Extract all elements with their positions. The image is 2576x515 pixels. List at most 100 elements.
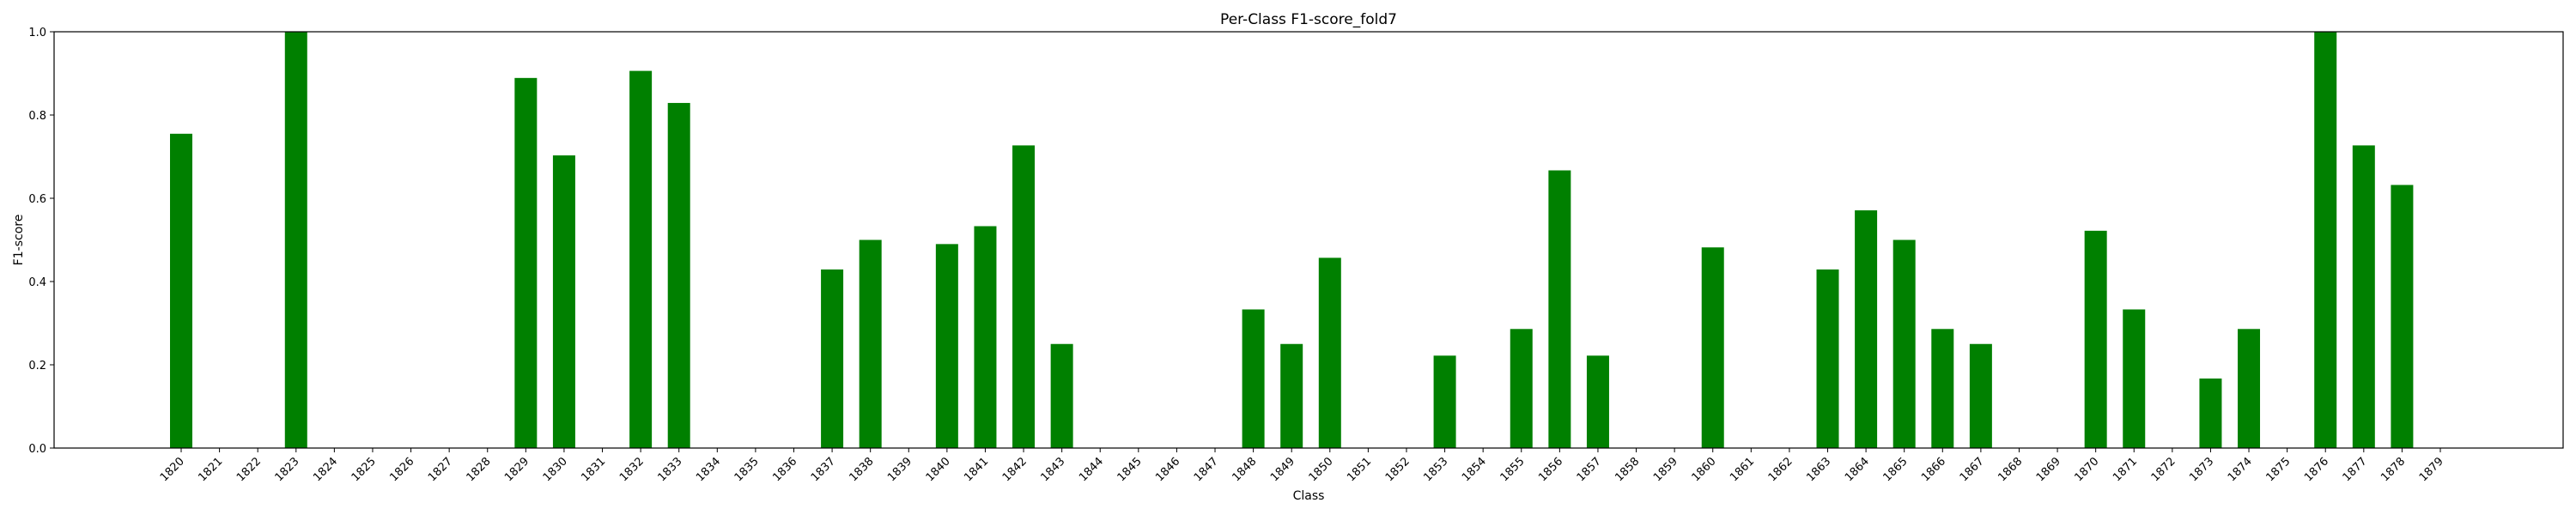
x-tick-label: 1863 — [1804, 455, 1833, 484]
bar-1874 — [2238, 329, 2261, 448]
bar-1823 — [284, 32, 307, 448]
x-tick-label: 1844 — [1077, 455, 1106, 484]
x-tick-label: 1873 — [2187, 455, 2216, 484]
bar-1840 — [935, 244, 958, 448]
x-tick-label: 1834 — [694, 455, 723, 484]
x-tick-label: 1841 — [962, 455, 991, 484]
x-tick-label: 1859 — [1651, 455, 1680, 484]
plot-frame — [53, 31, 2564, 449]
bar-1860 — [1701, 247, 1724, 448]
bar-1841 — [974, 226, 997, 448]
bars-layer — [170, 32, 2414, 449]
bar-1820 — [170, 133, 192, 448]
y-tick-label: 0.0 — [28, 443, 46, 456]
bar-1866 — [1931, 329, 1954, 448]
x-tick-label: 1847 — [1192, 455, 1221, 484]
x-tick-label: 1855 — [1498, 455, 1528, 484]
x-tick-label: 1851 — [1345, 455, 1374, 484]
x-tick-label: 1833 — [656, 455, 685, 484]
x-tick-label: 1831 — [579, 455, 608, 484]
x-tick-label: 1840 — [924, 455, 953, 484]
bar-1855 — [1510, 329, 1533, 448]
bar-1850 — [1318, 258, 1341, 448]
bar-1867 — [1969, 343, 1992, 448]
x-tick-label: 1849 — [1268, 455, 1297, 484]
bar-1873 — [2199, 379, 2222, 448]
x-tick-label: 1877 — [2341, 455, 2370, 484]
x-tick-label: 1829 — [502, 455, 532, 484]
x-tick-label: 1866 — [1919, 455, 1948, 484]
x-tick-label: 1871 — [2111, 455, 2140, 484]
x-tick-label: 1824 — [311, 455, 340, 484]
x-tick-label: 1861 — [1728, 455, 1757, 484]
bar-1833 — [667, 102, 690, 448]
x-tick-label: 1846 — [1153, 455, 1182, 484]
x-tick-label: 1848 — [1230, 455, 1259, 484]
x-tick-label: 1835 — [732, 455, 762, 484]
bar-1848 — [1242, 309, 1265, 448]
y-tick-label: 0.6 — [28, 193, 46, 206]
bar-1842 — [1012, 145, 1036, 448]
bar-1857 — [1586, 355, 1609, 448]
x-tick-label: 1822 — [234, 455, 264, 484]
bar-1877 — [2352, 145, 2375, 448]
bar-1832 — [629, 70, 653, 448]
x-tick-label: 1869 — [2034, 455, 2063, 484]
bar-1856 — [1548, 170, 1571, 448]
x-tick-label: 1858 — [1613, 455, 1642, 484]
x-tick-label: 1876 — [2302, 455, 2331, 484]
x-tick-label: 1870 — [2072, 455, 2101, 484]
bar-1849 — [1280, 343, 1303, 448]
y-tick-label: 0.4 — [28, 276, 46, 289]
x-tick-label: 1860 — [1690, 455, 1719, 484]
bar-1876 — [2314, 32, 2337, 448]
x-axis-label: Class — [1293, 489, 1325, 503]
x-tick-label: 1836 — [770, 455, 799, 484]
bar-1865 — [1893, 239, 1916, 448]
x-tick-label: 1832 — [617, 455, 647, 484]
x-tick-label: 1875 — [2263, 455, 2293, 484]
x-tick-label: 1852 — [1383, 455, 1413, 484]
x-tick-label: 1838 — [847, 455, 876, 484]
x-tick-label: 1853 — [1421, 455, 1450, 484]
x-tick-label: 1827 — [426, 455, 455, 484]
bar-1837 — [821, 269, 844, 448]
x-tick-label: 1854 — [1460, 455, 1489, 484]
x-tick-label: 1828 — [465, 455, 494, 484]
chart-title: Per-Class F1-score_fold7 — [1220, 11, 1397, 28]
x-tick-label: 1826 — [387, 455, 416, 484]
x-tick-label: 1878 — [2379, 455, 2408, 484]
x-tick-label: 1839 — [885, 455, 914, 484]
x-tick-label: 1820 — [158, 455, 187, 484]
x-tick-label: 1868 — [1996, 455, 2025, 484]
x-tick-label: 1845 — [1115, 455, 1145, 484]
x-tick-label: 1865 — [1881, 455, 1911, 484]
y-tick-label: 0.2 — [28, 360, 46, 373]
bar-1830 — [552, 155, 575, 449]
x-tick-label: 1842 — [1000, 455, 1030, 484]
x-tick-label: 1856 — [1536, 455, 1565, 484]
x-tick-label: 1864 — [1843, 455, 1872, 484]
x-tick-label: 1821 — [196, 455, 225, 484]
bar-1838 — [859, 239, 882, 448]
bar-1863 — [1816, 269, 1839, 448]
y-tick-label: 1.0 — [28, 27, 46, 39]
bar-1864 — [1855, 210, 1878, 448]
bar-1843 — [1050, 343, 1073, 448]
x-tick-label: 1837 — [809, 455, 838, 484]
x-tick-label: 1867 — [1958, 455, 1987, 484]
bar-1829 — [514, 77, 538, 448]
bar-1853 — [1433, 355, 1456, 448]
x-tick-label: 1874 — [2226, 455, 2255, 484]
x-tick-label: 1857 — [1575, 455, 1604, 484]
bar-1870 — [2084, 230, 2107, 448]
x-tick-label: 1823 — [273, 455, 302, 484]
ticks-layer: 1820 1821 1822 1823 1824 1825 1826 1827 1828 1829… — [28, 27, 2446, 484]
y-axis-label: F1-score — [12, 215, 26, 266]
x-tick-label: 1879 — [2417, 455, 2446, 484]
bar-1871 — [2123, 309, 2146, 448]
x-tick-label: 1825 — [349, 455, 379, 484]
x-tick-label: 1843 — [1038, 455, 1067, 484]
